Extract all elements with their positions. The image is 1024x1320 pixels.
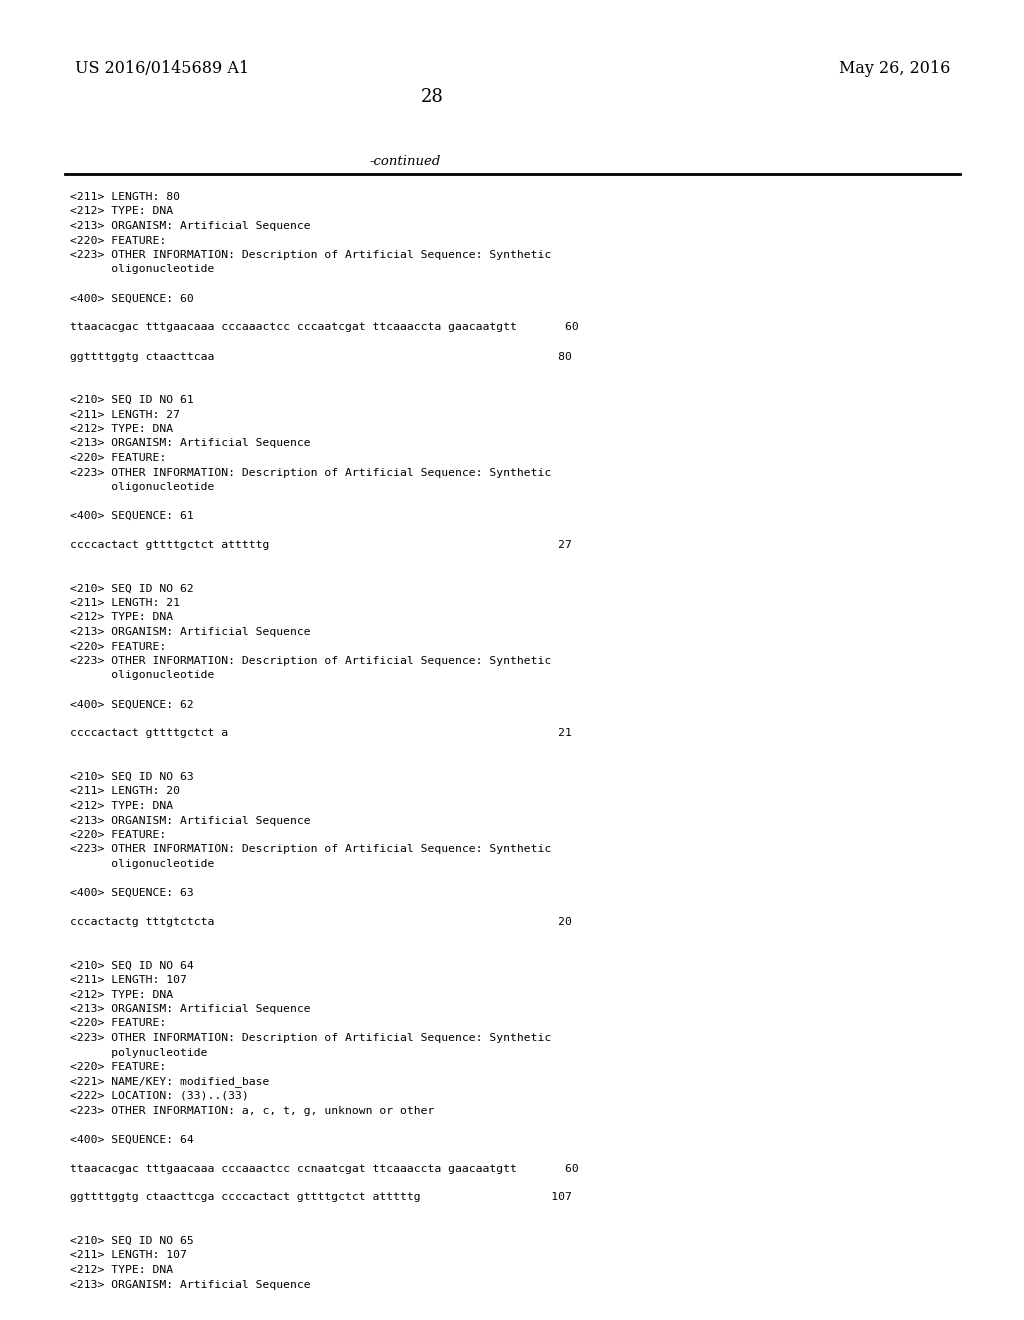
Text: oligonucleotide: oligonucleotide	[70, 482, 214, 492]
Text: US 2016/0145689 A1: US 2016/0145689 A1	[75, 59, 249, 77]
Text: <220> FEATURE:: <220> FEATURE:	[70, 830, 166, 840]
Text: <211> LENGTH: 21: <211> LENGTH: 21	[70, 598, 180, 609]
Text: <223> OTHER INFORMATION: Description of Artificial Sequence: Synthetic: <223> OTHER INFORMATION: Description of …	[70, 656, 551, 667]
Text: <211> LENGTH: 107: <211> LENGTH: 107	[70, 1250, 186, 1261]
Text: <212> TYPE: DNA: <212> TYPE: DNA	[70, 424, 173, 434]
Text: <210> SEQ ID NO 65: <210> SEQ ID NO 65	[70, 1236, 194, 1246]
Text: <211> LENGTH: 27: <211> LENGTH: 27	[70, 409, 180, 420]
Text: <400> SEQUENCE: 62: <400> SEQUENCE: 62	[70, 700, 194, 710]
Text: <213> ORGANISM: Artificial Sequence: <213> ORGANISM: Artificial Sequence	[70, 1279, 310, 1290]
Text: <213> ORGANISM: Artificial Sequence: <213> ORGANISM: Artificial Sequence	[70, 627, 310, 638]
Text: <210> SEQ ID NO 63: <210> SEQ ID NO 63	[70, 772, 194, 781]
Text: <213> ORGANISM: Artificial Sequence: <213> ORGANISM: Artificial Sequence	[70, 438, 310, 449]
Text: <223> OTHER INFORMATION: Description of Artificial Sequence: Synthetic: <223> OTHER INFORMATION: Description of …	[70, 467, 551, 478]
Text: <210> SEQ ID NO 61: <210> SEQ ID NO 61	[70, 395, 194, 405]
Text: <211> LENGTH: 107: <211> LENGTH: 107	[70, 975, 186, 985]
Text: ccccactact gttttgctct atttttg                                          27: ccccactact gttttgctct atttttg 27	[70, 540, 571, 550]
Text: 28: 28	[421, 88, 443, 106]
Text: polynucleotide: polynucleotide	[70, 1048, 208, 1057]
Text: <220> FEATURE:: <220> FEATURE:	[70, 642, 166, 652]
Text: <212> TYPE: DNA: <212> TYPE: DNA	[70, 206, 173, 216]
Text: ttaacacgac tttgaacaaa cccaaactcc ccnaatcgat ttcaaaccta gaacaatgtt       60: ttaacacgac tttgaacaaa cccaaactcc ccnaatc…	[70, 1163, 579, 1173]
Text: <220> FEATURE:: <220> FEATURE:	[70, 1063, 166, 1072]
Text: <213> ORGANISM: Artificial Sequence: <213> ORGANISM: Artificial Sequence	[70, 1005, 310, 1014]
Text: <223> OTHER INFORMATION: Description of Artificial Sequence: Synthetic: <223> OTHER INFORMATION: Description of …	[70, 1034, 551, 1043]
Text: ggttttggtg ctaacttcaa                                                  80: ggttttggtg ctaacttcaa 80	[70, 351, 571, 362]
Text: ggttttggtg ctaacttcga ccccactact gttttgctct atttttg                   107: ggttttggtg ctaacttcga ccccactact gttttgc…	[70, 1192, 571, 1203]
Text: <223> OTHER INFORMATION: Description of Artificial Sequence: Synthetic: <223> OTHER INFORMATION: Description of …	[70, 845, 551, 854]
Text: <211> LENGTH: 20: <211> LENGTH: 20	[70, 787, 180, 796]
Text: oligonucleotide: oligonucleotide	[70, 859, 214, 869]
Text: <400> SEQUENCE: 60: <400> SEQUENCE: 60	[70, 293, 194, 304]
Text: May 26, 2016: May 26, 2016	[839, 59, 950, 77]
Text: <400> SEQUENCE: 64: <400> SEQUENCE: 64	[70, 1134, 194, 1144]
Text: <213> ORGANISM: Artificial Sequence: <213> ORGANISM: Artificial Sequence	[70, 220, 310, 231]
Text: ccccactact gttttgctct a                                                21: ccccactact gttttgctct a 21	[70, 729, 571, 738]
Text: oligonucleotide: oligonucleotide	[70, 264, 214, 275]
Text: <212> TYPE: DNA: <212> TYPE: DNA	[70, 801, 173, 810]
Text: <400> SEQUENCE: 61: <400> SEQUENCE: 61	[70, 511, 194, 521]
Text: <213> ORGANISM: Artificial Sequence: <213> ORGANISM: Artificial Sequence	[70, 816, 310, 825]
Text: <220> FEATURE:: <220> FEATURE:	[70, 235, 166, 246]
Text: <223> OTHER INFORMATION: Description of Artificial Sequence: Synthetic: <223> OTHER INFORMATION: Description of …	[70, 249, 551, 260]
Text: cccactactg tttgtctcta                                                  20: cccactactg tttgtctcta 20	[70, 917, 571, 927]
Text: <221> NAME/KEY: modified_base: <221> NAME/KEY: modified_base	[70, 1077, 269, 1088]
Text: ttaacacgac tttgaacaaa cccaaactcc cccaatcgat ttcaaaccta gaacaatgtt       60: ttaacacgac tttgaacaaa cccaaactcc cccaatc…	[70, 322, 579, 333]
Text: <212> TYPE: DNA: <212> TYPE: DNA	[70, 990, 173, 999]
Text: <223> OTHER INFORMATION: a, c, t, g, unknown or other: <223> OTHER INFORMATION: a, c, t, g, unk…	[70, 1106, 434, 1115]
Text: <212> TYPE: DNA: <212> TYPE: DNA	[70, 1265, 173, 1275]
Text: <210> SEQ ID NO 64: <210> SEQ ID NO 64	[70, 961, 194, 970]
Text: <211> LENGTH: 80: <211> LENGTH: 80	[70, 191, 180, 202]
Text: -continued: -continued	[370, 154, 441, 168]
Text: <220> FEATURE:: <220> FEATURE:	[70, 453, 166, 463]
Text: <220> FEATURE:: <220> FEATURE:	[70, 1019, 166, 1028]
Text: oligonucleotide: oligonucleotide	[70, 671, 214, 681]
Text: <400> SEQUENCE: 63: <400> SEQUENCE: 63	[70, 888, 194, 898]
Text: <210> SEQ ID NO 62: <210> SEQ ID NO 62	[70, 583, 194, 594]
Text: <212> TYPE: DNA: <212> TYPE: DNA	[70, 612, 173, 623]
Text: <222> LOCATION: (33)..(33): <222> LOCATION: (33)..(33)	[70, 1092, 249, 1101]
